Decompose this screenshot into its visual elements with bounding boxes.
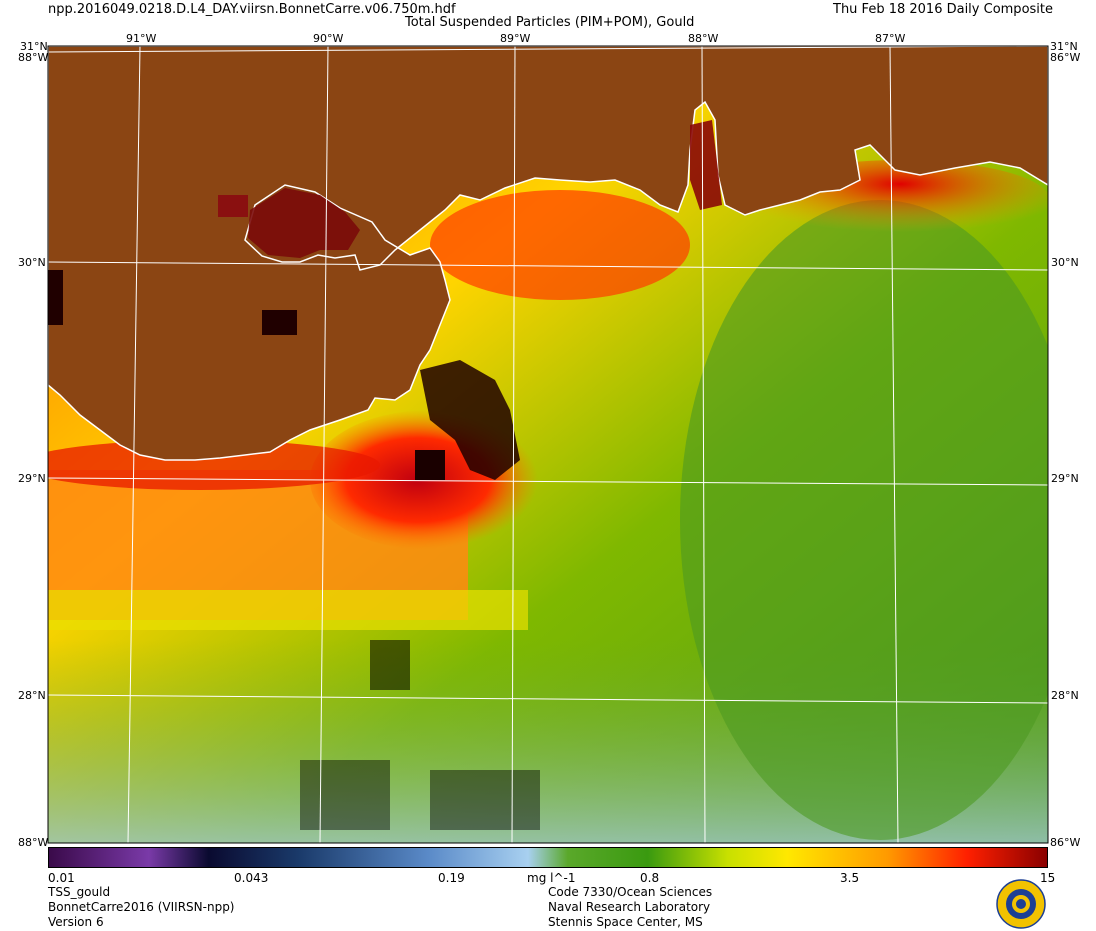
lat-label-28n-left: 28°N [18,689,46,702]
sound-red [430,190,690,300]
footer-code: Code 7330/Ocean Sciences [548,885,713,899]
file-name: npp.2016049.0218.D.L4_DAY.viirsn.BonnetC… [48,2,456,17]
footer-location: Stennis Space Center, MS [548,915,703,929]
marsh-patch-3 [48,270,63,325]
lon-label-89w: 89°W [500,32,531,45]
footer-lab: Naval Research Laboratory [548,900,711,914]
offshore-green [680,200,1048,840]
graticule [48,46,1048,843]
colorbar-tick-0: 0.01 [48,871,75,885]
yellow-band [48,590,528,630]
footer-version: Version 6 [48,915,104,929]
map-frame [47,45,1049,844]
lon-label-87w: 87°W [875,32,906,45]
marsh-patch-2 [262,310,297,335]
lat-label-29n-left: 29°N [18,472,46,485]
colorbar [48,847,1048,868]
colorbar-tick-4: 3.5 [840,871,860,885]
colorbar-units: mg l^-1 [527,871,576,885]
corner-lon-bottom-right: 86°W [1050,836,1081,849]
cloud-mask-dots [300,640,540,830]
composite-date: Thu Feb 18 2016 Daily Composite [833,2,1053,17]
lat-label-28n-right: 28°N [1051,689,1079,702]
marsh-patch-4 [415,450,445,480]
lat-label-30n-right: 30°N [1051,256,1079,269]
product-title: Total Suspended Particles (PIM+POM), Gou… [405,15,695,30]
nrl-seal-icon [996,879,1046,929]
corner-label-top-left: 31°N [20,40,48,53]
coastal-red-west [48,440,380,490]
colorbar-tick-1: 0.043 [234,871,269,885]
corner-lon-bottom-left: 88°W [18,836,49,849]
lat-label-30n-left: 30°N [18,256,46,269]
colorbar-tick-3: 0.8 [640,871,660,885]
colorbar-tick-2: 0.19 [438,871,465,885]
lon-label-88w: 88°W [688,32,719,45]
mobile-bay [690,120,722,210]
lon-label-90w: 90°W [313,32,344,45]
corner-label-top-right: 31°N [1050,40,1078,53]
corner-lon-top-left: 88°W [18,51,49,64]
lon-label-91w: 91°W [126,32,157,45]
lake-pontchartrain [248,188,360,258]
lat-label-29n-right: 29°N [1051,472,1079,485]
land-area [48,46,1048,461]
footer-dataset: BonnetCarre2016 (VIIRSN-npp) [48,900,235,914]
colorbar-tick-5: 15 [1040,871,1056,885]
delta-marsh [420,360,520,480]
corner-lon-top-right: 86°W [1050,51,1081,64]
marsh-patch-1 [218,195,248,217]
footer-product: TSS_gould [48,885,111,899]
